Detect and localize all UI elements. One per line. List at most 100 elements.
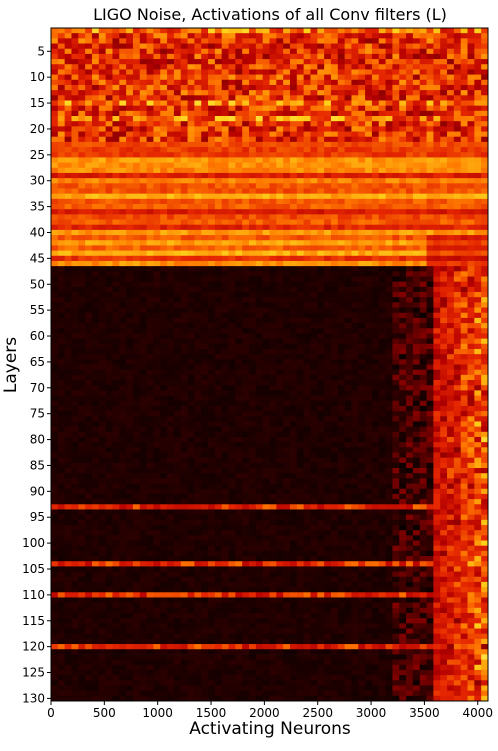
heatmap-cell bbox=[419, 95, 427, 101]
heatmap-cell bbox=[276, 333, 284, 340]
heatmap-cell bbox=[317, 116, 325, 122]
heatmap-cell bbox=[371, 110, 380, 117]
heatmap-cell bbox=[392, 343, 400, 350]
heatmap-cell bbox=[228, 380, 236, 386]
heatmap-cell bbox=[160, 141, 168, 148]
heatmap-cell bbox=[426, 416, 434, 422]
heatmap-cell bbox=[412, 183, 421, 189]
heatmap-cell bbox=[146, 204, 154, 210]
heatmap-cell bbox=[310, 369, 318, 376]
heatmap-cell bbox=[146, 229, 154, 236]
heatmap-cell bbox=[85, 204, 93, 210]
heatmap-cell bbox=[91, 328, 100, 334]
heatmap-cell bbox=[269, 245, 277, 252]
heatmap-cell bbox=[249, 28, 257, 34]
heatmap-cell bbox=[71, 333, 79, 340]
heatmap-cell bbox=[440, 172, 448, 179]
heatmap-cell bbox=[412, 33, 421, 39]
heatmap-cell bbox=[167, 421, 175, 428]
heatmap-cell bbox=[112, 188, 120, 195]
heatmap-cell bbox=[235, 369, 243, 376]
heatmap-cell bbox=[173, 250, 182, 257]
heatmap-cell bbox=[344, 400, 352, 407]
heatmap-cell bbox=[269, 235, 277, 241]
heatmap-cell bbox=[289, 43, 298, 50]
heatmap-cell bbox=[64, 359, 72, 365]
heatmap-cell bbox=[105, 121, 113, 127]
heatmap-cell bbox=[419, 286, 427, 293]
heatmap-cell bbox=[406, 421, 414, 428]
heatmap-cell bbox=[371, 354, 380, 360]
heatmap-cell bbox=[399, 369, 407, 376]
heatmap-cell bbox=[351, 235, 359, 241]
heatmap-cell bbox=[78, 250, 86, 257]
heatmap-cell bbox=[474, 64, 482, 70]
heatmap-cell bbox=[71, 255, 79, 262]
heatmap-cell bbox=[330, 323, 339, 329]
heatmap-cell bbox=[242, 121, 250, 127]
heatmap-cell bbox=[467, 131, 475, 138]
heatmap-cell bbox=[467, 323, 475, 329]
heatmap-cell bbox=[180, 286, 188, 293]
heatmap-cell bbox=[296, 43, 305, 50]
heatmap-cell bbox=[406, 369, 414, 376]
heatmap-cell bbox=[392, 193, 400, 200]
heatmap-cell bbox=[392, 90, 400, 96]
heatmap-cell bbox=[460, 255, 468, 262]
heatmap-cell bbox=[180, 105, 188, 112]
heatmap-cell bbox=[310, 240, 318, 246]
heatmap-cell bbox=[153, 421, 161, 428]
heatmap-cell bbox=[153, 64, 161, 70]
heatmap-cell bbox=[474, 167, 482, 174]
heatmap-cell bbox=[126, 121, 134, 127]
heatmap-cell bbox=[474, 333, 482, 340]
heatmap-cell bbox=[98, 235, 107, 241]
heatmap-cell bbox=[91, 260, 100, 267]
heatmap-cell bbox=[426, 354, 434, 360]
heatmap-cell bbox=[276, 245, 284, 252]
heatmap-cell bbox=[126, 250, 134, 257]
heatmap-cell bbox=[276, 276, 284, 283]
heatmap-cell bbox=[365, 59, 373, 65]
heatmap-cell bbox=[221, 364, 229, 371]
heatmap-cell bbox=[474, 84, 482, 91]
heatmap-cell bbox=[371, 250, 380, 257]
heatmap-cell bbox=[351, 317, 359, 324]
heatmap-cell bbox=[412, 421, 421, 428]
heatmap-cell bbox=[358, 214, 366, 220]
heatmap-cell bbox=[276, 292, 284, 298]
heatmap-cell bbox=[126, 229, 134, 236]
heatmap-cell bbox=[98, 74, 107, 81]
heatmap-cell bbox=[214, 405, 223, 412]
heatmap-cell bbox=[426, 395, 434, 402]
heatmap-cell bbox=[146, 245, 154, 252]
heatmap-cell bbox=[426, 255, 434, 262]
heatmap-cell bbox=[242, 421, 250, 428]
heatmap-cell bbox=[481, 79, 489, 86]
heatmap-cell bbox=[71, 338, 79, 345]
heatmap-cell bbox=[269, 59, 277, 65]
heatmap-cell bbox=[78, 297, 86, 303]
heatmap-cell bbox=[78, 198, 86, 205]
heatmap-cell bbox=[351, 297, 359, 303]
heatmap-cell bbox=[269, 136, 277, 143]
heatmap-cell bbox=[201, 69, 209, 75]
heatmap-cell bbox=[194, 198, 202, 205]
heatmap-cell bbox=[460, 131, 468, 138]
heatmap-cell bbox=[406, 105, 414, 112]
heatmap-cell bbox=[194, 219, 202, 226]
heatmap-cell bbox=[194, 152, 202, 158]
heatmap-cell bbox=[85, 343, 93, 350]
heatmap-cell bbox=[467, 33, 475, 39]
heatmap-cell bbox=[208, 250, 216, 257]
heatmap-cell bbox=[276, 426, 284, 433]
heatmap-cell bbox=[78, 380, 86, 386]
heatmap-cell bbox=[330, 178, 339, 184]
heatmap-cell bbox=[235, 224, 243, 231]
heatmap-cell bbox=[132, 354, 141, 360]
heatmap-cell bbox=[167, 426, 175, 433]
heatmap-cell bbox=[453, 38, 462, 44]
heatmap-cell bbox=[337, 328, 346, 334]
heatmap-cell bbox=[160, 209, 168, 215]
heatmap-cell bbox=[214, 343, 223, 350]
